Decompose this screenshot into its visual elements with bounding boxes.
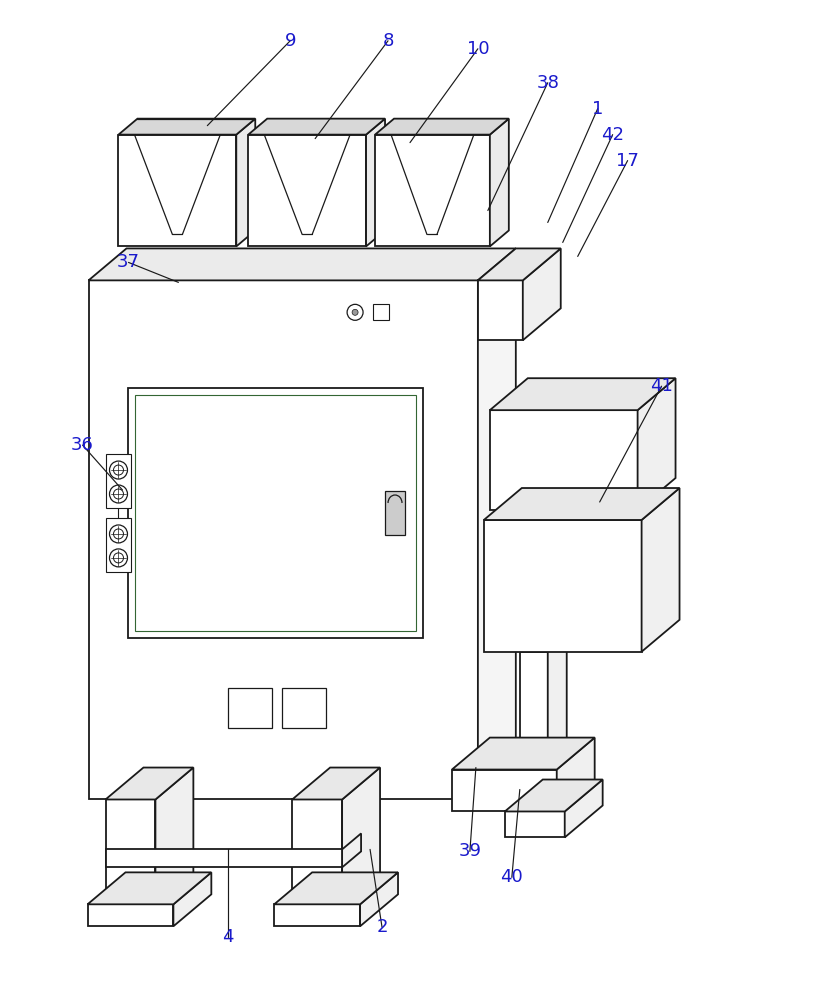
Polygon shape [128, 388, 423, 638]
Polygon shape [106, 849, 342, 867]
Text: 1: 1 [592, 100, 603, 118]
Polygon shape [88, 904, 173, 926]
Polygon shape [478, 248, 561, 280]
Polygon shape [106, 768, 193, 799]
Polygon shape [452, 770, 557, 811]
Circle shape [110, 461, 128, 479]
Polygon shape [490, 378, 676, 410]
Text: 37: 37 [117, 253, 140, 271]
Polygon shape [478, 280, 523, 340]
Text: 41: 41 [650, 377, 673, 395]
Polygon shape [237, 119, 255, 246]
Polygon shape [484, 488, 680, 520]
Text: 8: 8 [382, 32, 393, 50]
Polygon shape [523, 248, 561, 340]
Circle shape [114, 553, 124, 563]
Polygon shape [89, 280, 478, 799]
Polygon shape [88, 872, 211, 904]
Polygon shape [490, 119, 509, 246]
Polygon shape [373, 304, 389, 320]
Polygon shape [375, 119, 509, 135]
Polygon shape [228, 688, 272, 728]
Circle shape [110, 485, 128, 503]
Circle shape [114, 529, 124, 539]
Polygon shape [248, 119, 385, 135]
Polygon shape [565, 780, 602, 837]
Polygon shape [248, 135, 366, 246]
Polygon shape [282, 688, 326, 728]
Text: 9: 9 [285, 32, 296, 50]
Polygon shape [136, 395, 416, 631]
Polygon shape [360, 872, 398, 926]
Circle shape [110, 525, 128, 543]
Polygon shape [89, 248, 515, 280]
Text: 17: 17 [616, 152, 639, 170]
Polygon shape [342, 833, 361, 867]
Polygon shape [342, 768, 380, 904]
Polygon shape [637, 378, 676, 510]
Circle shape [114, 465, 124, 475]
Polygon shape [548, 636, 567, 807]
Circle shape [110, 549, 128, 567]
Polygon shape [641, 488, 680, 652]
Polygon shape [173, 872, 211, 926]
Text: 4: 4 [223, 928, 234, 946]
Polygon shape [520, 652, 548, 807]
Polygon shape [366, 119, 385, 246]
Polygon shape [385, 491, 405, 535]
Polygon shape [452, 738, 594, 770]
Polygon shape [274, 904, 360, 926]
Polygon shape [274, 872, 398, 904]
Text: 39: 39 [459, 842, 481, 860]
Polygon shape [155, 768, 193, 904]
Polygon shape [106, 799, 155, 904]
Text: 10: 10 [467, 40, 489, 58]
Polygon shape [505, 811, 565, 837]
Polygon shape [490, 410, 637, 510]
Circle shape [347, 304, 363, 320]
Polygon shape [119, 135, 237, 246]
Circle shape [114, 489, 124, 499]
Polygon shape [106, 454, 132, 508]
Polygon shape [119, 119, 255, 135]
Text: 2: 2 [376, 918, 388, 936]
Polygon shape [478, 248, 515, 799]
Text: 40: 40 [501, 868, 524, 886]
Polygon shape [484, 520, 641, 652]
Text: 36: 36 [71, 436, 94, 454]
Circle shape [352, 309, 358, 315]
Polygon shape [292, 799, 342, 904]
Polygon shape [375, 135, 490, 246]
Polygon shape [106, 518, 132, 572]
Text: 38: 38 [537, 74, 559, 92]
Text: 42: 42 [601, 126, 624, 144]
Polygon shape [505, 780, 602, 811]
Polygon shape [557, 738, 594, 811]
Polygon shape [292, 768, 380, 799]
